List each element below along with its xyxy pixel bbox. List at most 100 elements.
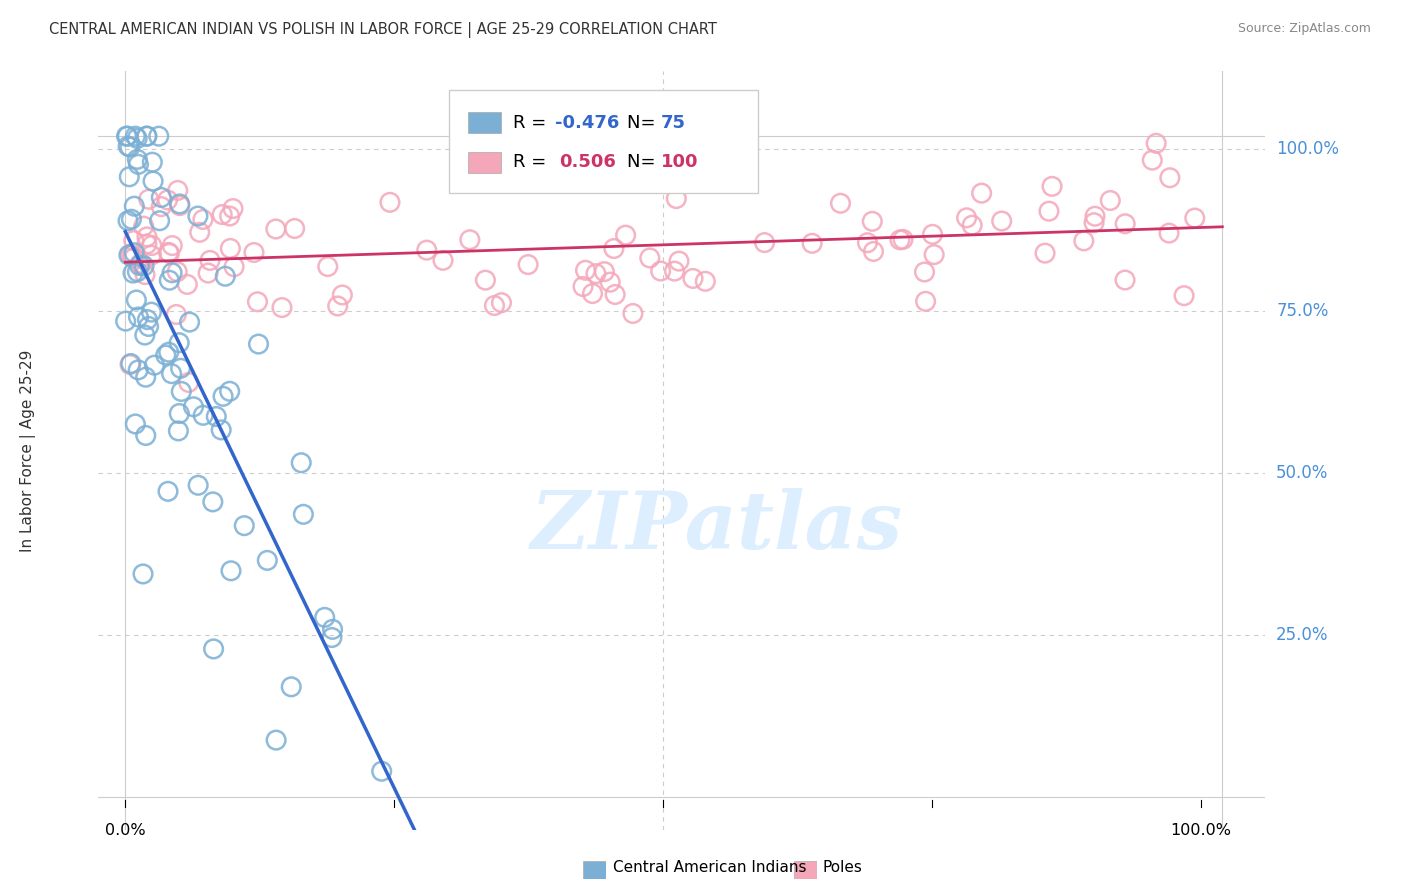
Point	[167, 335, 190, 350]
Point	[458, 233, 481, 247]
Point	[169, 199, 191, 213]
Point	[321, 631, 343, 645]
Point	[128, 259, 150, 273]
Point	[432, 253, 454, 268]
Point	[284, 221, 307, 235]
Point	[141, 248, 163, 262]
Point	[188, 225, 211, 239]
Point	[187, 478, 209, 492]
Text: 0.506: 0.506	[560, 153, 616, 171]
Point	[1033, 246, 1056, 260]
Point	[322, 623, 344, 637]
Point	[280, 680, 302, 694]
Point	[165, 308, 187, 322]
Point	[120, 357, 142, 371]
Text: R =: R =	[513, 113, 551, 131]
Point	[290, 456, 312, 470]
Point	[134, 268, 156, 282]
Point	[202, 642, 225, 657]
Point	[115, 129, 138, 144]
Point	[118, 248, 141, 262]
Point	[801, 236, 824, 251]
Point	[132, 259, 155, 273]
Point	[169, 197, 191, 211]
Point	[138, 319, 160, 334]
Point	[125, 293, 148, 307]
Point	[1114, 217, 1136, 231]
Point	[129, 256, 152, 270]
Point	[135, 428, 157, 442]
Point	[205, 409, 228, 424]
Point	[484, 299, 506, 313]
Point	[141, 238, 163, 252]
FancyBboxPatch shape	[449, 90, 758, 193]
Point	[1073, 234, 1095, 248]
Point	[921, 227, 943, 242]
Point	[1157, 226, 1180, 240]
Point	[330, 288, 353, 302]
Point	[191, 212, 214, 227]
Point	[370, 764, 392, 779]
Point	[326, 299, 349, 313]
Point	[955, 211, 977, 225]
Point	[187, 209, 209, 223]
Point	[122, 234, 145, 248]
Point	[222, 202, 245, 216]
Point	[124, 417, 146, 431]
Point	[157, 345, 180, 359]
Point	[160, 266, 183, 280]
Point	[1099, 194, 1122, 208]
Point	[135, 129, 157, 144]
Point	[614, 228, 637, 243]
Point	[668, 254, 690, 268]
Text: 50.0%: 50.0%	[1277, 464, 1329, 483]
Point	[378, 195, 401, 210]
Point	[170, 384, 193, 399]
Point	[585, 267, 607, 281]
Point	[1084, 209, 1107, 223]
Point	[198, 253, 221, 268]
Point	[117, 129, 139, 144]
Point	[127, 310, 149, 324]
Point	[136, 312, 159, 326]
Point	[150, 200, 173, 214]
Point	[581, 286, 603, 301]
Point	[860, 214, 883, 228]
Point	[143, 358, 166, 372]
Point	[118, 169, 141, 184]
Point	[246, 294, 269, 309]
Point	[990, 214, 1012, 228]
Point	[665, 192, 688, 206]
Point	[638, 251, 661, 265]
Point	[314, 610, 336, 624]
Point	[114, 314, 136, 328]
Point	[960, 218, 983, 232]
Point	[218, 209, 240, 223]
Point	[141, 305, 163, 319]
Text: 75.0%: 75.0%	[1277, 302, 1329, 320]
Point	[862, 244, 884, 259]
FancyBboxPatch shape	[468, 152, 501, 173]
Text: R =: R =	[513, 153, 557, 171]
Point	[127, 265, 149, 279]
Point	[692, 171, 714, 186]
Point	[124, 129, 146, 144]
Point	[1184, 211, 1206, 225]
Point	[247, 337, 270, 351]
Point	[193, 409, 215, 423]
Point	[970, 186, 993, 201]
Point	[122, 266, 145, 280]
Point	[135, 237, 157, 252]
Text: 75: 75	[661, 113, 686, 131]
Point	[517, 258, 540, 272]
Point	[256, 553, 278, 567]
Point	[1114, 273, 1136, 287]
Point	[922, 247, 945, 261]
Point	[124, 199, 146, 213]
Point	[1159, 170, 1181, 185]
Point	[1040, 179, 1063, 194]
Point	[136, 230, 159, 244]
Point	[233, 518, 256, 533]
Point	[243, 245, 266, 260]
Point	[914, 265, 936, 279]
